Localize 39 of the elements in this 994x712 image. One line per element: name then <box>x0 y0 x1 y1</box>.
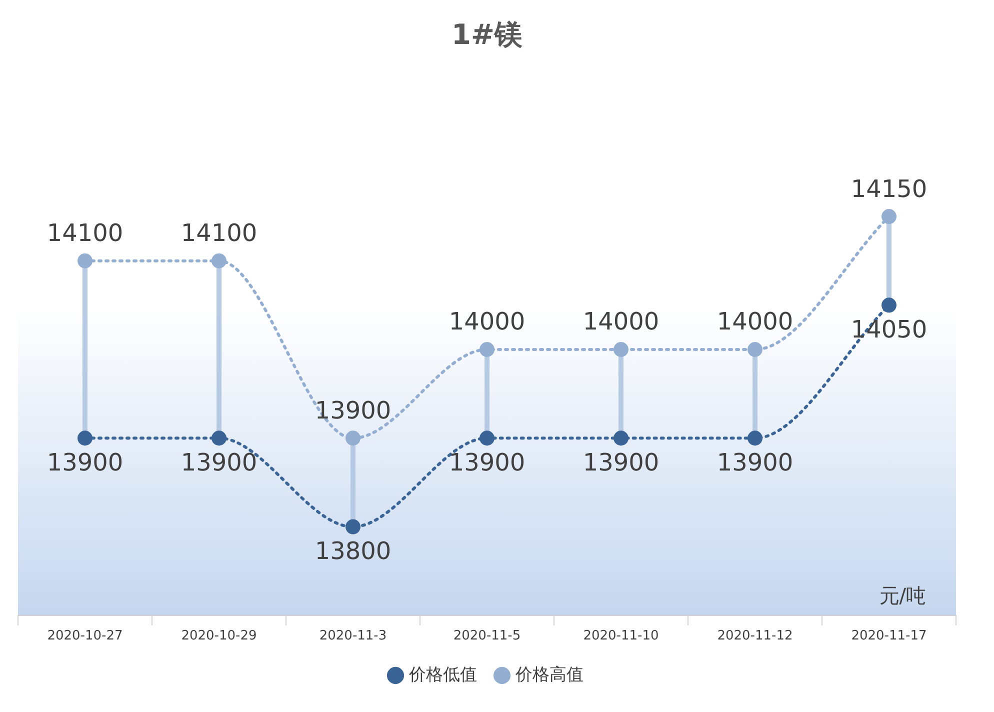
point <box>346 519 360 534</box>
x-tick-label: 2020-10-27 <box>47 628 123 644</box>
point <box>78 430 92 446</box>
point <box>748 430 762 446</box>
data-label: 14000 <box>716 308 794 336</box>
x-tick-label: 2020-11-12 <box>717 628 793 644</box>
point <box>480 430 494 446</box>
x-tick-label: 2020-11-10 <box>583 628 659 644</box>
chart-title: 1#镁 <box>452 18 524 52</box>
data-label: 14050 <box>850 315 928 344</box>
data-label: 13900 <box>46 448 124 476</box>
data-label: 13900 <box>180 448 258 476</box>
point <box>748 342 762 357</box>
x-tick-label: 2020-11-3 <box>319 628 387 644</box>
data-label: 14000 <box>582 308 660 336</box>
data-label: 13900 <box>314 396 392 424</box>
point <box>614 342 628 357</box>
data-label: 13900 <box>448 448 526 476</box>
text: 元/吨 <box>879 584 926 608</box>
point <box>882 298 896 313</box>
point <box>78 253 92 268</box>
point <box>346 430 360 446</box>
point <box>212 430 226 446</box>
data-label: 13900 <box>582 448 660 476</box>
legend-label: 价格高值 <box>514 664 584 685</box>
data-label: 13800 <box>314 537 392 565</box>
data-label: 14100 <box>180 219 258 248</box>
point <box>480 342 494 357</box>
legend-label: 价格低值 <box>408 664 477 685</box>
x-tick-label: 2020-11-5 <box>453 628 521 644</box>
x-tick-label: 2020-10-29 <box>181 628 257 644</box>
data-label: 14000 <box>448 308 526 336</box>
point <box>212 253 226 268</box>
data-label: 14100 <box>46 219 124 248</box>
x-tick-label: 2020-11-17 <box>851 628 927 644</box>
data-label: 13900 <box>716 448 794 476</box>
data-label: 14150 <box>850 174 928 203</box>
point <box>882 209 896 224</box>
point <box>614 430 628 446</box>
